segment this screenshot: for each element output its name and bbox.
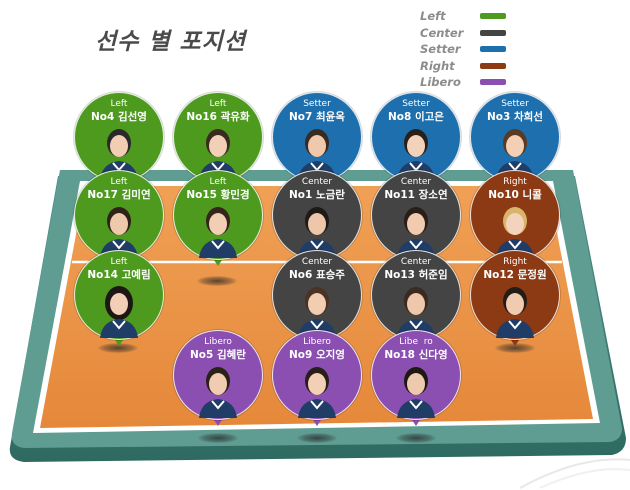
player-name: No3 차희선 bbox=[487, 111, 543, 123]
player-position: Setter bbox=[501, 99, 529, 109]
legend-label: Right bbox=[420, 58, 455, 73]
player-position: Libe ro bbox=[399, 337, 433, 347]
player-marker[interactable]: Left No4 김선영 bbox=[74, 92, 164, 192]
legend-label: Left bbox=[420, 9, 446, 23]
legend-swatch bbox=[480, 46, 506, 52]
player-marker[interactable]: Setter No7 최윤옥 bbox=[272, 92, 362, 192]
player-marker[interactable]: Setter No3 차희선 bbox=[470, 92, 560, 192]
pin-shadow bbox=[198, 433, 238, 443]
player-position: Center bbox=[400, 177, 432, 187]
player-name: No6 표승주 bbox=[289, 269, 345, 281]
player-photo bbox=[397, 367, 435, 418]
player-marker[interactable]: Center No6 표승주 bbox=[272, 250, 362, 350]
player-marker[interactable]: Right No12 문정원 bbox=[470, 250, 560, 350]
player-name: No1 노금란 bbox=[289, 189, 345, 201]
player-name: No14 고예림 bbox=[87, 269, 151, 281]
legend-item-center: Center bbox=[420, 25, 510, 42]
player-photo bbox=[199, 207, 237, 258]
player-position: Setter bbox=[402, 99, 430, 109]
player-name: No15 황민경 bbox=[186, 189, 250, 201]
player-name: No10 니콜 bbox=[488, 189, 542, 201]
player-name: No5 김혜란 bbox=[190, 349, 246, 361]
legend-label: Center bbox=[420, 25, 464, 40]
player-position: Libero bbox=[204, 337, 232, 347]
player-name: No18 신다영 bbox=[384, 349, 448, 361]
player-marker[interactable]: Setter No8 이고은 bbox=[371, 92, 461, 192]
player-position: Right bbox=[503, 177, 527, 187]
legend-swatch bbox=[480, 29, 506, 36]
player-name: No8 이고은 bbox=[388, 111, 444, 123]
player-name: No13 허준임 bbox=[384, 269, 448, 281]
player-position: Left bbox=[110, 177, 128, 187]
player-name: No4 김선영 bbox=[91, 111, 147, 123]
legend-label: Setter bbox=[420, 42, 461, 56]
player-photo bbox=[100, 286, 138, 338]
player-position: Right bbox=[503, 257, 527, 267]
legend-item-right: Right bbox=[420, 58, 510, 75]
player-name: No11 장소연 bbox=[384, 189, 448, 201]
player-position: Libero bbox=[303, 337, 331, 347]
legend-swatch bbox=[480, 13, 506, 19]
pin-shadow bbox=[98, 343, 138, 353]
player-position: Left bbox=[209, 177, 227, 187]
player-marker[interactable]: Left No15 황민경 bbox=[173, 170, 263, 270]
player-position: Center bbox=[301, 177, 333, 187]
player-name: No7 최윤옥 bbox=[289, 111, 345, 123]
pin-shadow bbox=[197, 276, 237, 286]
legend-item-left: Left bbox=[420, 8, 510, 25]
position-legend: Left Center Setter Right Libero bbox=[420, 8, 510, 91]
legend-swatch bbox=[480, 79, 506, 85]
legend-swatch bbox=[480, 62, 506, 69]
player-position: Center bbox=[400, 257, 432, 267]
player-photo bbox=[298, 367, 336, 418]
player-position: Left bbox=[110, 257, 128, 267]
pin-shadow bbox=[495, 343, 535, 353]
player-position: Left bbox=[209, 99, 227, 109]
player-position: Center bbox=[301, 257, 333, 267]
player-photo bbox=[199, 367, 237, 418]
player-name: No17 김미연 bbox=[87, 189, 151, 201]
player-name: No16 곽유화 bbox=[186, 111, 250, 123]
pin-shadow bbox=[297, 433, 337, 443]
legend-item-setter: Setter bbox=[420, 41, 510, 58]
player-photo bbox=[397, 287, 435, 338]
legend-item-libero: Libero bbox=[420, 74, 510, 91]
player-marker[interactable]: Libero No9 오지영 bbox=[272, 330, 362, 430]
player-position: Left bbox=[110, 99, 128, 109]
player-position: Setter bbox=[303, 99, 331, 109]
player-name: No9 오지영 bbox=[289, 349, 345, 361]
legend-label: Libero bbox=[420, 75, 461, 89]
player-name: No12 문정원 bbox=[483, 269, 547, 281]
player-photo bbox=[496, 287, 534, 338]
page-title: 선수 별 포지션 bbox=[95, 29, 246, 55]
player-marker[interactable]: Libe ro No18 신다영 bbox=[371, 330, 461, 430]
player-marker[interactable]: Left No14 고예림 bbox=[74, 250, 164, 350]
pin-shadow bbox=[396, 433, 436, 443]
player-marker[interactable]: Libero No5 김혜란 bbox=[173, 330, 263, 430]
player-photo bbox=[298, 287, 336, 338]
